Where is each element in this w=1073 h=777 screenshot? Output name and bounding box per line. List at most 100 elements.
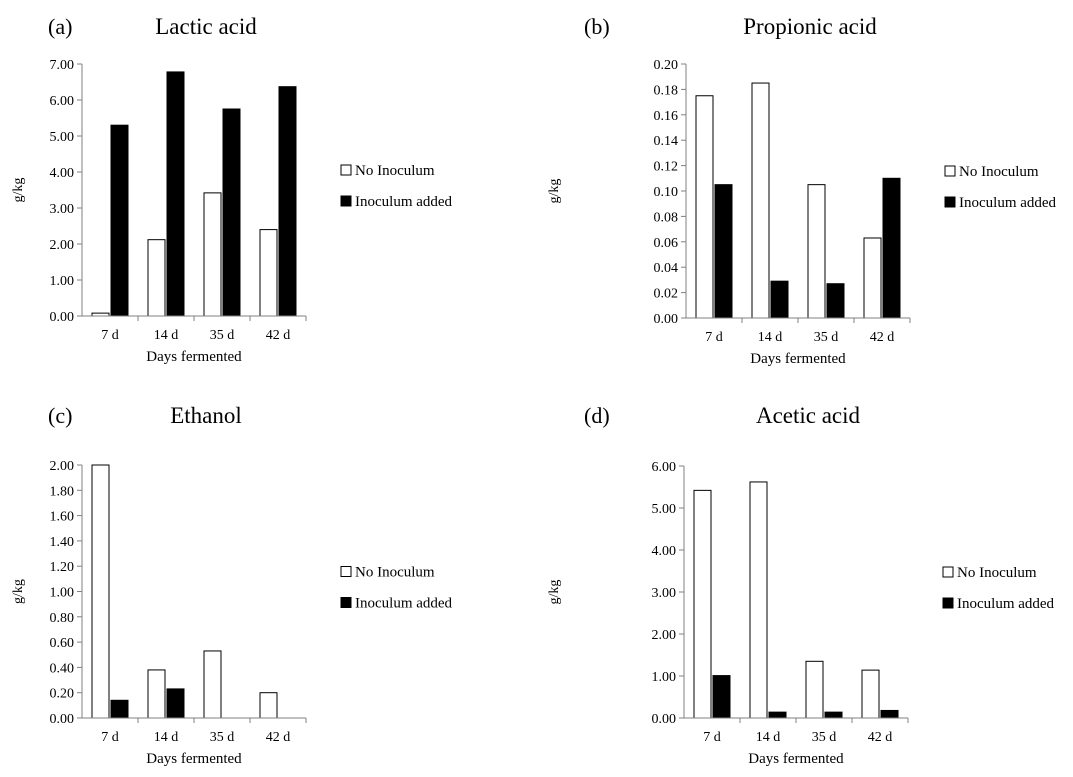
legend-label-inoculum-added: Inoculum added <box>959 195 1057 211</box>
x-axis-title: Days fermented <box>146 349 242 365</box>
y-tick-label: 0.16 <box>654 109 679 124</box>
x-tick-label: 42 d <box>870 330 895 345</box>
legend-swatch-no-inoculum <box>340 566 352 577</box>
legend-label-inoculum-added: Inoculum added <box>355 596 453 612</box>
bar-inoculum-added <box>166 71 185 317</box>
y-tick-label: 0.12 <box>654 160 679 175</box>
y-tick-label: 0.00 <box>50 712 75 727</box>
x-tick-label: 42 d <box>868 730 893 745</box>
chart-panel-lactic-acid: (a) Lactic acid 0.00 1.00 2.00 3.00 4.00 5.00 6.… <box>0 0 536 388</box>
y-tick-label: 1.20 <box>50 560 75 575</box>
y-axis-title: g/kg <box>547 179 562 204</box>
y-axis-title: g/kg <box>11 579 26 604</box>
y-tick-label: 2.00 <box>652 628 677 643</box>
panel-label: (a) <box>48 14 72 39</box>
y-tick-label: 1.00 <box>50 586 75 601</box>
legend-label-no-inoculum: No Inoculum <box>957 565 1037 581</box>
bar-no-inoculum <box>259 229 278 317</box>
bar-inoculum-added <box>770 280 789 319</box>
legend-swatch-no-inoculum <box>944 165 956 177</box>
bar-inoculum-added <box>882 177 901 319</box>
y-tick-label: 1.60 <box>50 510 75 525</box>
legend-swatch-inoculum-added <box>942 597 954 609</box>
y-tick-label: 0.06 <box>654 236 679 251</box>
bar-inoculum-added <box>824 711 843 719</box>
chart-svg: (d) Acetic acid 0.00 1.00 2.00 3.00 4.00 5.00 6.… <box>547 403 1055 767</box>
legend-label-inoculum-added: Inoculum added <box>957 596 1055 612</box>
bar-no-inoculum <box>259 692 278 719</box>
legend-label-no-inoculum: No Inoculum <box>355 163 435 179</box>
y-tick-label: 6.00 <box>652 460 677 475</box>
y-tick-label: 0.40 <box>50 661 75 676</box>
bar-no-inoculum <box>147 239 166 317</box>
y-tick-label: 2.00 <box>50 459 75 474</box>
bar-no-inoculum <box>203 650 222 719</box>
legend-swatch-inoculum-added <box>944 196 956 208</box>
y-tick-label: 4.00 <box>50 166 75 181</box>
x-tick-label: 7 d <box>703 730 721 745</box>
bar-inoculum-added <box>110 124 129 317</box>
bar-no-inoculum <box>807 184 826 319</box>
x-tick-label: 7 d <box>101 730 119 745</box>
y-tick-label: 4.00 <box>652 544 677 559</box>
x-tick-label: 14 d <box>758 330 783 345</box>
y-tick-label: 0.80 <box>50 611 75 626</box>
legend-swatch-inoculum-added <box>340 597 352 608</box>
chart-svg: (b) Propionic acid 0.00 0.02 0.04 0.06 0.08 0.1… <box>547 14 1057 367</box>
chart-panel-propionic-acid: (b) Propionic acid 0.00 0.02 0.04 0.06 0.08 0.1… <box>536 0 1072 388</box>
legend-swatch-no-inoculum <box>340 164 352 176</box>
bar-inoculum-added <box>768 711 787 719</box>
panel-label: (d) <box>584 403 610 428</box>
y-tick-label: 0.00 <box>654 312 679 327</box>
y-tick-label: 0.10 <box>654 185 679 200</box>
panel-label: (b) <box>584 14 610 39</box>
chart-panel-acetic-acid: (d) Acetic acid 0.00 1.00 2.00 3.00 4.00 5.00 6.… <box>536 389 1072 777</box>
x-tick-label: 42 d <box>266 328 291 343</box>
x-tick-label: 7 d <box>705 330 723 345</box>
y-tick-label: 0.00 <box>50 310 75 325</box>
bar-inoculum-added <box>222 108 241 317</box>
y-tick-label: 0.02 <box>654 287 679 302</box>
legend-swatch-no-inoculum <box>942 566 954 578</box>
y-tick-label: 0.60 <box>50 636 75 651</box>
y-axis-title: g/kg <box>11 178 26 203</box>
bar-inoculum-added <box>826 283 845 319</box>
chart-title: Propionic acid <box>743 14 877 39</box>
y-tick-label: 0.04 <box>654 261 679 276</box>
bar-inoculum-added <box>166 688 185 719</box>
y-tick-label: 3.00 <box>50 202 75 217</box>
y-tick-label: 1.80 <box>50 484 75 499</box>
legend-swatch-inoculum-added <box>340 195 352 207</box>
x-tick-label: 35 d <box>812 730 837 745</box>
y-tick-label: 0.08 <box>654 210 679 225</box>
x-axis-title: Days fermented <box>748 751 844 767</box>
y-tick-label: 1.40 <box>50 535 75 550</box>
y-tick-label: 6.00 <box>50 94 75 109</box>
bar-no-inoculum <box>695 95 714 319</box>
bar-no-inoculum <box>863 237 882 319</box>
y-axis-title: g/kg <box>547 580 562 605</box>
y-tick-label: 7.00 <box>50 58 75 73</box>
chart-title: Acetic acid <box>756 403 861 428</box>
y-tick-label: 3.00 <box>652 586 677 601</box>
panel-label: (c) <box>48 403 72 428</box>
x-axis-title: Days fermented <box>146 751 242 767</box>
bar-no-inoculum <box>805 660 824 719</box>
y-tick-label: 5.00 <box>50 130 75 145</box>
y-tick-label: 5.00 <box>652 502 677 517</box>
x-tick-label: 35 d <box>210 328 235 343</box>
x-tick-label: 42 d <box>266 730 291 745</box>
chart-svg: (a) Lactic acid 0.00 1.00 2.00 3.00 4.00 5.00 6.… <box>11 14 453 365</box>
legend-label-inoculum-added: Inoculum added <box>355 194 453 210</box>
legend-label-no-inoculum: No Inoculum <box>355 565 435 581</box>
legend-label-no-inoculum: No Inoculum <box>959 164 1039 180</box>
x-tick-label: 7 d <box>101 328 119 343</box>
y-tick-label: 1.00 <box>652 670 677 685</box>
bar-no-inoculum <box>751 82 770 319</box>
bar-inoculum-added <box>278 86 297 317</box>
chart-title: Ethanol <box>170 403 242 428</box>
y-tick-label: 0.14 <box>654 134 679 149</box>
bar-no-inoculum <box>861 669 880 719</box>
bar-inoculum-added <box>712 675 731 719</box>
y-tick-label: 1.00 <box>50 274 75 289</box>
